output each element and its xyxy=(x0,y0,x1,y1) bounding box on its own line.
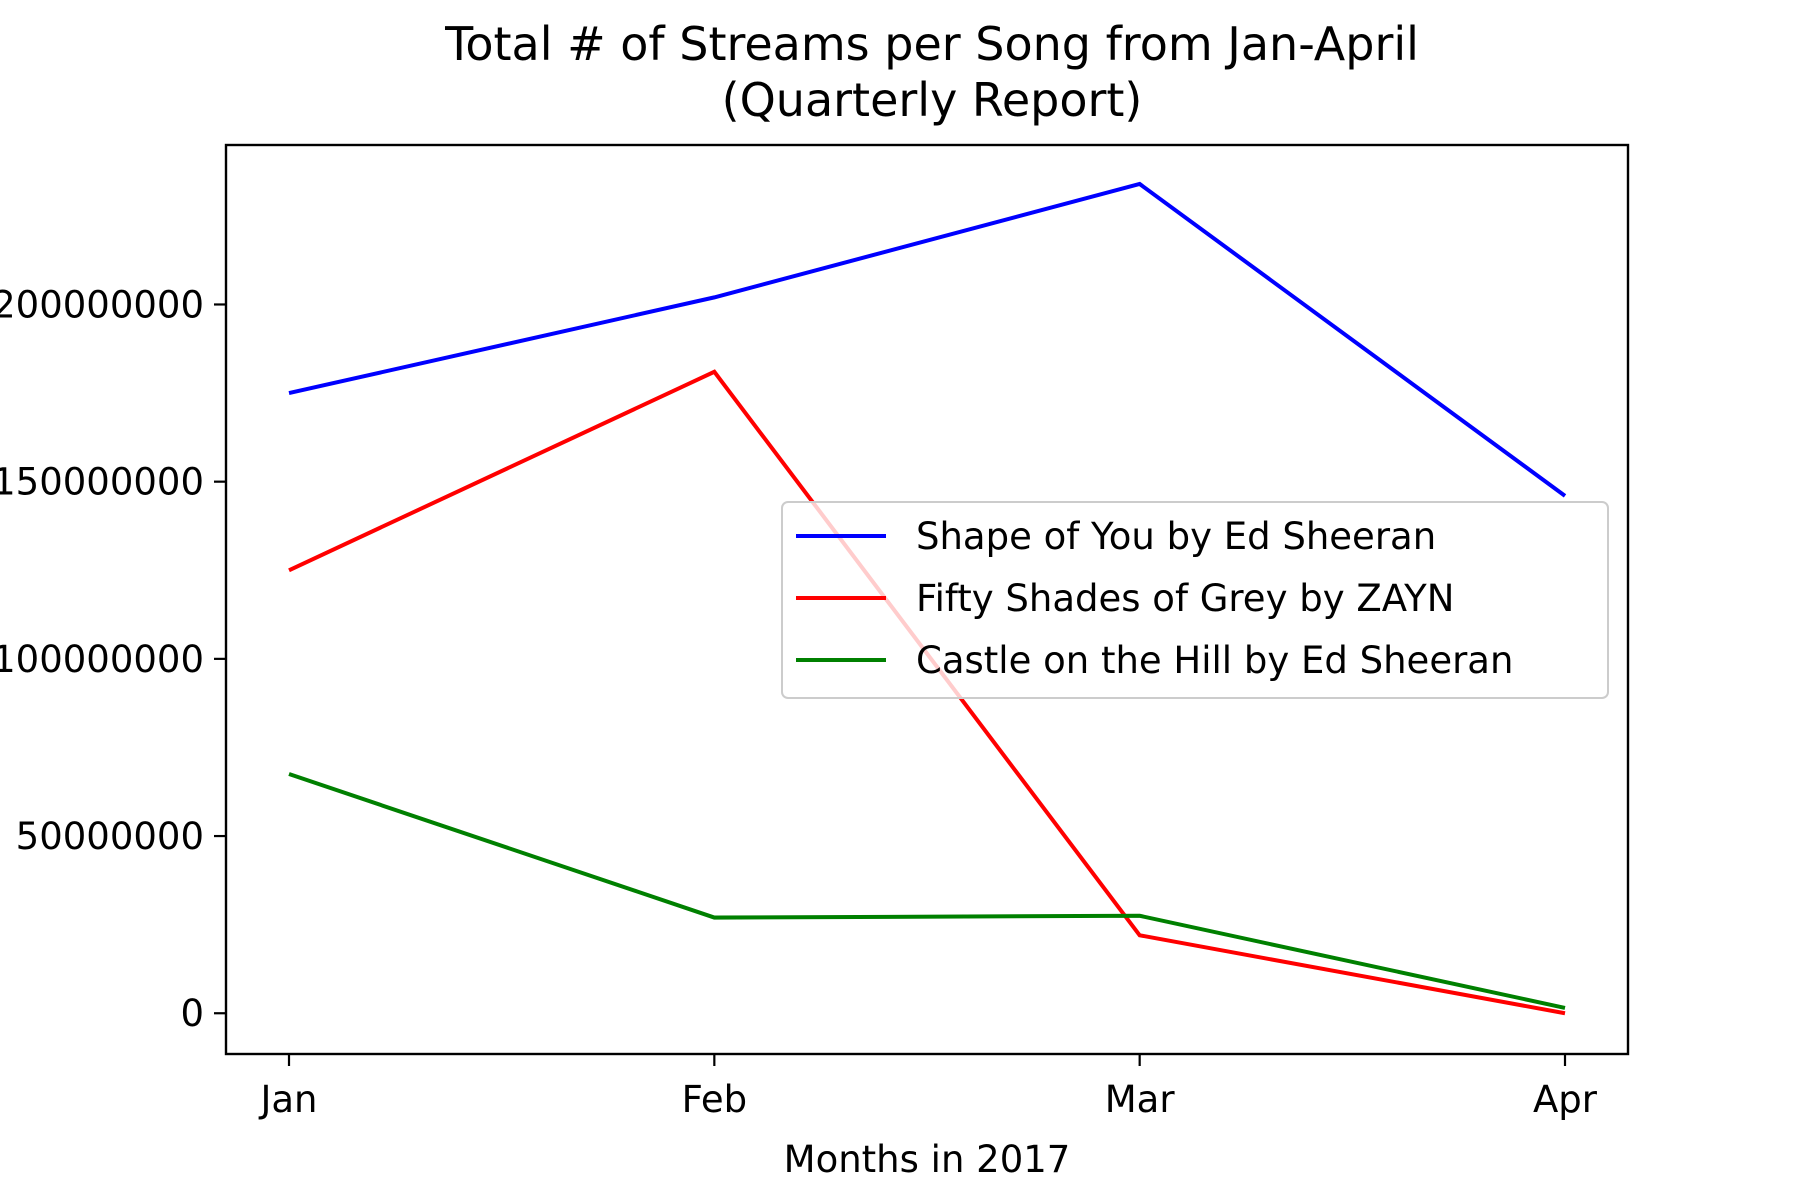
y-tick-label: 50000000 xyxy=(16,815,204,858)
legend-label-1: Shape of You by Ed Sheeran xyxy=(916,515,1436,558)
legend-box xyxy=(781,501,1609,699)
y-tick-label: 200000000 xyxy=(0,283,204,326)
legend: Shape of You by Ed Sheeran Fifty Shades o… xyxy=(781,501,1609,699)
y-tick-label: 100000000 xyxy=(0,638,204,681)
plot-frame xyxy=(224,143,1630,1056)
chart-title: Total # of Streams per Song from Jan-Apr… xyxy=(444,17,1419,71)
x-tick-label: Feb xyxy=(682,1078,748,1121)
x-axis-label: Months in 2017 xyxy=(784,1138,1071,1181)
legend-label-3: Castle on the Hill by Ed Sheeran xyxy=(916,639,1513,682)
y-axis-ticks: 0 50000000 100000000 150000000 200000000 xyxy=(0,283,226,1035)
series-line-3 xyxy=(288,772,1566,1010)
chart-subtitle: (Quarterly Report) xyxy=(722,73,1143,127)
x-axis-ticks: Jan Feb Mar Apr xyxy=(258,1054,1598,1121)
y-tick-label: 0 xyxy=(180,992,204,1035)
legend-label-2: Fifty Shades of Grey by ZAYN xyxy=(916,577,1454,620)
x-tick-label: Mar xyxy=(1105,1078,1176,1121)
x-tick-label: Jan xyxy=(258,1078,317,1121)
y-tick-label: 150000000 xyxy=(0,461,204,504)
x-tick-label: Apr xyxy=(1533,1078,1598,1121)
series-line-1 xyxy=(288,181,1567,498)
